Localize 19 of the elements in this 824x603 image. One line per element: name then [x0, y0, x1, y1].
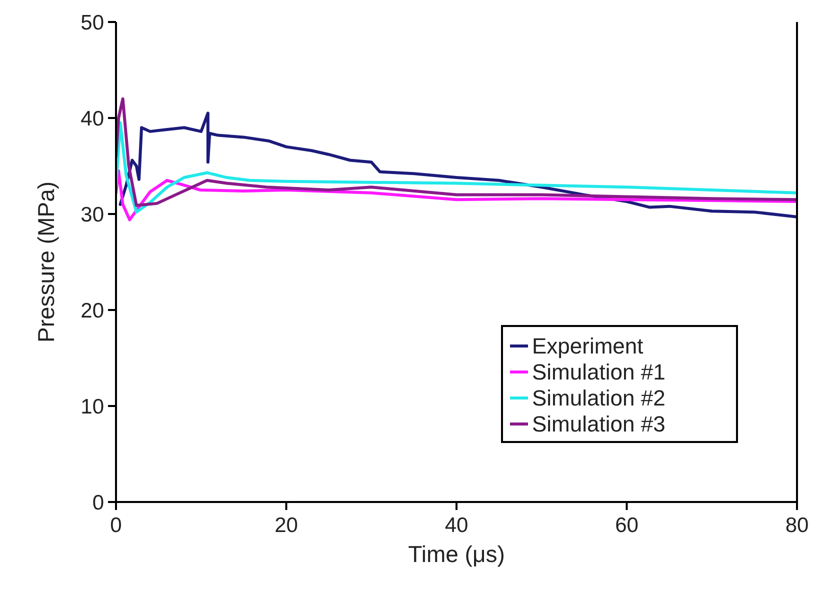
- line-series: [116, 169, 797, 222]
- y-tick-label: 0: [92, 491, 104, 514]
- y-tick-label: 10: [80, 395, 104, 418]
- y-tick-label: 40: [80, 107, 104, 130]
- legend-label: Simulation #1: [532, 360, 666, 385]
- x-axis-title: Time (μs): [408, 541, 505, 567]
- x-tick-label: 20: [274, 514, 298, 537]
- line-series: [116, 97, 797, 207]
- y-axis-title: Pressure (MPa): [33, 181, 59, 343]
- legend-label: Simulation #3: [532, 412, 666, 437]
- x-tick-label: 80: [785, 514, 809, 537]
- x-tick-label: 0: [110, 514, 122, 537]
- y-tick-label: 30: [80, 203, 104, 226]
- legend-label: Experiment: [532, 334, 644, 359]
- y-tick-label: 50: [80, 11, 104, 34]
- x-tick-label: 60: [615, 514, 638, 537]
- legend-label: Simulation #2: [532, 386, 666, 411]
- y-tick-label: 20: [80, 299, 104, 322]
- x-tick-label: 40: [444, 514, 468, 537]
